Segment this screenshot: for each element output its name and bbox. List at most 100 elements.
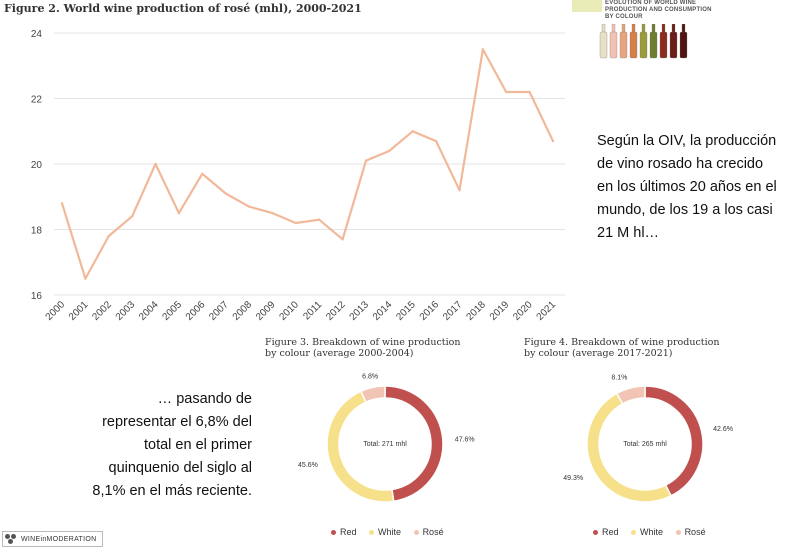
data-point — [411, 130, 414, 133]
bottle-neck — [601, 24, 606, 34]
legend-item-red: Red — [331, 527, 357, 537]
bottle-neck — [661, 24, 666, 34]
bottle-body — [629, 31, 638, 59]
pie1-title: Figure 3. Breakdown of wine production b… — [265, 337, 460, 359]
legend-item-white: White — [369, 527, 401, 537]
data-point — [84, 277, 87, 280]
data-point — [434, 139, 438, 143]
x-tick-label: 2015 — [394, 299, 418, 323]
bottles-icon — [599, 24, 688, 59]
pie1-title-line: Figure 3. Breakdown of wine production — [265, 337, 461, 348]
x-tick-label: 2002 — [90, 299, 114, 323]
data-point — [247, 205, 251, 208]
y-tick-label: 18 — [31, 226, 43, 237]
bottle-body — [659, 31, 668, 59]
note-left: … pasando de representar el 6,8% del tot… — [92, 391, 252, 499]
slice-rose — [359, 385, 386, 404]
data-point — [224, 192, 227, 195]
legend-swatch-white — [369, 530, 375, 536]
slice-label: 6.8% — [362, 374, 378, 381]
report-cover: EVOLUTION OF WORLD WINE PRODUCTION AND C… — [572, 0, 732, 62]
x-tick-label: 2003 — [114, 299, 138, 323]
legend-item-white: White — [631, 527, 663, 537]
bottle-body — [609, 31, 618, 59]
pie1-chart: 47.6% 45.6% 6.8% Total: 271 mhl — [298, 374, 475, 503]
note-right: Según la OIV, la producción de vino rosa… — [597, 133, 777, 241]
legend-swatch-white — [631, 530, 637, 536]
bottle-body — [679, 31, 688, 59]
x-tick-label: 2018 — [464, 299, 488, 323]
pie2-title: Figure 4. Breakdown of wine production b… — [524, 337, 719, 359]
slice-label: 47.6% — [455, 437, 475, 444]
bottle-neck — [641, 24, 646, 34]
legend-item-rose: Rosé — [675, 527, 706, 537]
data-point — [551, 139, 555, 143]
y-tick-label: 20 — [31, 160, 43, 171]
cover-line: PRODUCTION AND CONSUMPTION — [605, 7, 712, 13]
line-chart-title: Figure 2. World wine production of rosé … — [4, 2, 362, 15]
x-tick-label: 2010 — [277, 299, 301, 323]
x-tick-label: 2009 — [254, 299, 278, 323]
slice-label: 8.1% — [611, 374, 627, 381]
x-tick-label: 2007 — [207, 299, 231, 323]
pie2-title-line: by colour (average 2017-2021) — [524, 348, 673, 359]
legend-label-red: Red — [602, 527, 619, 537]
data-point — [481, 48, 485, 51]
bottle-neck — [671, 24, 676, 34]
data-point — [60, 202, 64, 205]
series-line-rose — [60, 48, 554, 280]
x-tick-label: 2008 — [231, 299, 255, 323]
data-point — [154, 162, 157, 166]
legend-label-red: Red — [340, 527, 357, 537]
legend-swatch-rose — [413, 530, 419, 536]
bottle-neck — [681, 24, 686, 34]
logo-icon — [5, 534, 17, 544]
slice-label: 49.3% — [563, 475, 583, 482]
data-point — [271, 211, 274, 215]
data-point — [458, 189, 461, 192]
y-tick-label: 22 — [31, 95, 43, 106]
pie2-legend: Red White Rosé — [593, 527, 716, 537]
x-tick-label: 2013 — [348, 299, 372, 323]
bottle-body — [599, 31, 608, 59]
x-tick-label: 2005 — [161, 299, 185, 323]
slice-label: 45.6% — [298, 462, 318, 469]
center-total-label: Total: 265 mhl — [623, 441, 667, 448]
x-tick-label: 2004 — [137, 299, 161, 323]
data-point — [528, 90, 531, 94]
bottle-neck — [621, 24, 626, 34]
y-tick-label: 24 — [31, 29, 43, 40]
cover-line: EVOLUTION OF WORLD WINE — [605, 0, 697, 6]
legend-swatch-rose — [675, 530, 681, 536]
data-point — [341, 238, 344, 241]
center-total-label: Total: 271 mhl — [363, 441, 407, 448]
legend-label-white: White — [640, 527, 664, 537]
data-point — [388, 149, 391, 153]
cover-line: BY COLOUR — [605, 14, 643, 20]
cover-band — [572, 0, 602, 12]
x-tick-label: 2006 — [184, 299, 208, 323]
x-tick-label: 2019 — [488, 299, 512, 323]
bottle-body — [669, 31, 678, 59]
y-tick-label: 16 — [31, 291, 43, 302]
legend-item-red: Red — [593, 527, 619, 537]
x-tick-label: 2016 — [418, 299, 442, 323]
x-tick-label: 2012 — [324, 299, 348, 323]
bottle-body — [639, 31, 648, 59]
x-tick-label: 2020 — [511, 299, 535, 323]
pie1-title-line: by colour (average 2000-2004) — [265, 348, 414, 359]
pie1-legend: Red White Rosé — [331, 527, 454, 537]
x-tick-label: 2001 — [67, 299, 91, 323]
data-point — [317, 218, 321, 221]
x-tick-label: 2017 — [441, 299, 465, 323]
pie2-chart: 42.6% 49.3% 8.1% Total: 265 mhl — [563, 374, 733, 503]
legend-label-rose: Rosé — [422, 527, 444, 537]
data-point — [177, 211, 181, 215]
logo-text: WINEinMODERATION — [21, 535, 97, 543]
data-point — [364, 159, 368, 162]
x-tick-label: 2011 — [301, 299, 324, 322]
slice-label: 42.6% — [713, 426, 733, 433]
bottle-neck — [651, 24, 656, 34]
wine-in-moderation-logo: WINEinMODERATION — [2, 531, 104, 547]
